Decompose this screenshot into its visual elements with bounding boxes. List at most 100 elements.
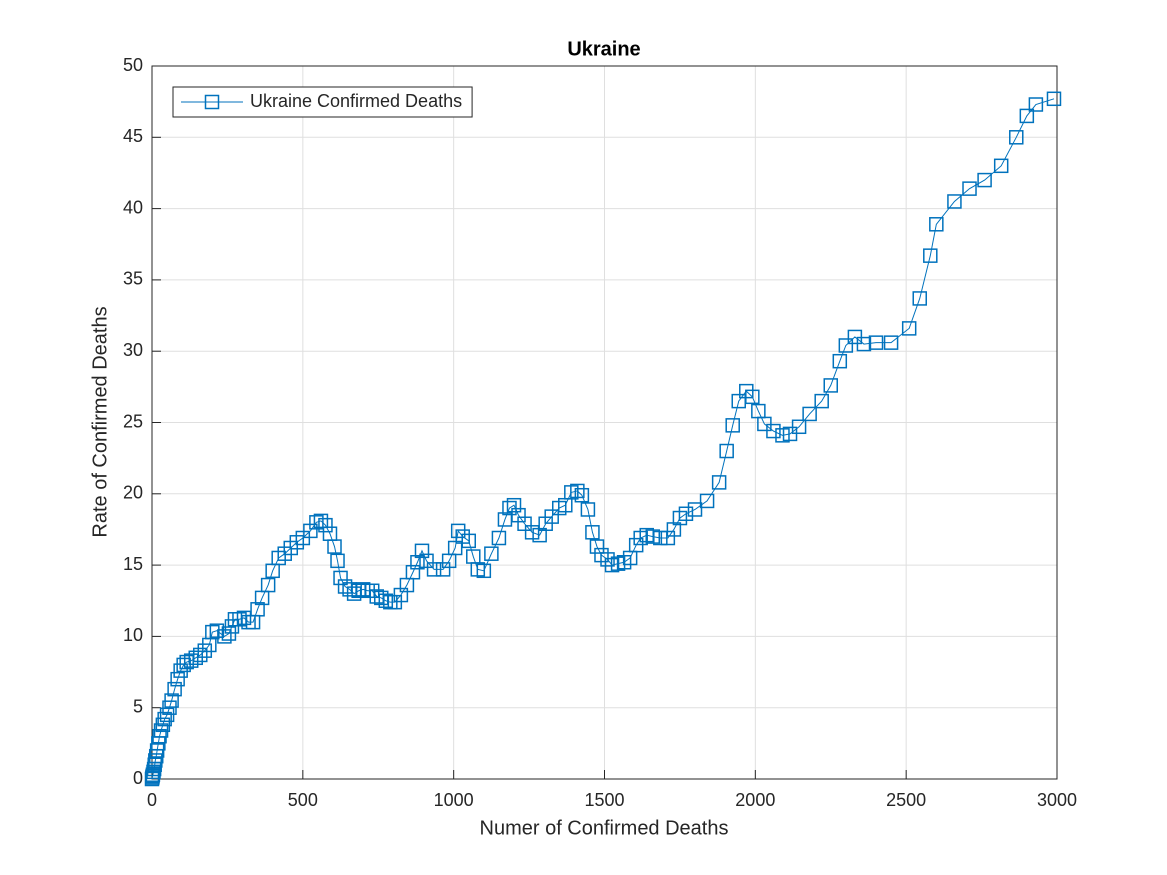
y-tick-label: 25 [123,411,143,431]
marker [645,529,661,544]
marker [484,546,499,561]
legend: Ukraine Confirmed Deaths [172,86,473,118]
marker [517,516,532,531]
marker [838,338,854,353]
marker [236,610,252,626]
marker [405,564,421,580]
y-tick-label: 30 [123,340,143,360]
chart-title: Ukraine [567,38,640,60]
y-tick-label: 45 [123,126,143,146]
marker [1019,108,1035,124]
marker [929,217,944,232]
marker [155,717,171,733]
marker [153,723,169,738]
marker [678,506,694,522]
marker [209,623,225,638]
marker [570,483,585,499]
marker [544,509,559,524]
marker [167,681,182,697]
marker [152,728,167,744]
marker [923,248,938,263]
marker [719,443,734,459]
marker [725,418,740,433]
marker [183,653,199,668]
y-tick-label: 35 [123,269,143,289]
legend-marker [204,94,220,110]
marker [962,181,977,196]
marker [309,515,324,530]
marker [1028,97,1044,112]
axes-box [151,65,1058,780]
x-tick-label: 500 [288,790,318,810]
marker [791,419,807,435]
marker [419,553,434,569]
marker [197,643,213,658]
marker [832,353,848,369]
y-tick-label: 10 [123,625,143,645]
marker [327,539,342,554]
marker [775,428,790,443]
marker [687,502,703,517]
x-tick-label: 0 [147,790,157,810]
marker [1046,91,1062,107]
marker [823,378,838,393]
marker [868,335,884,350]
x-tick-label: 2500 [886,790,926,810]
marker [330,553,345,569]
marker [580,502,596,517]
marker [410,554,425,570]
marker [574,487,590,503]
marker [476,563,492,579]
marker [506,497,522,513]
marker [802,406,817,422]
marker [250,602,265,617]
x-tick-label: 3000 [1037,790,1077,810]
marker [524,525,540,540]
marker [378,593,394,608]
marker [170,671,185,687]
marker [450,523,466,539]
marker [414,543,430,559]
marker [157,711,172,727]
marker [901,321,917,336]
marker [977,172,992,188]
marker [164,693,179,708]
marker [217,629,232,644]
marker [585,525,600,540]
marker [313,513,329,529]
y-tick-label: 50 [123,55,143,75]
marker [883,335,899,350]
x-tick-label: 1500 [584,790,624,810]
y-axis-label: Rate of Confirmed Deaths [89,306,111,537]
marker [491,530,507,546]
marker [745,389,760,405]
y-tick-label: 20 [123,483,143,503]
marker [260,577,276,593]
marker [766,423,781,439]
marker [148,753,163,768]
marker [993,158,1009,174]
marker [600,552,615,567]
marker [589,539,605,554]
marker [699,493,715,509]
marker [1009,130,1024,145]
marker [947,194,962,209]
y-tick-label: 5 [133,696,143,716]
marker [912,291,927,306]
marker [856,336,872,352]
marker [653,530,668,546]
marker [711,475,727,490]
legend-label: Ukraine Confirmed Deaths [250,91,462,111]
marker [193,647,208,663]
y-tick-label: 0 [133,768,143,788]
marker [318,517,333,533]
x-tick-label: 1000 [434,790,474,810]
marker [461,533,476,549]
y-tick-label: 15 [123,554,143,574]
marker [205,624,220,640]
x-axis-label: Numer of Confirmed Deaths [480,817,729,839]
marker [814,393,829,409]
marker [426,562,442,577]
y-tick-label: 40 [123,197,143,217]
